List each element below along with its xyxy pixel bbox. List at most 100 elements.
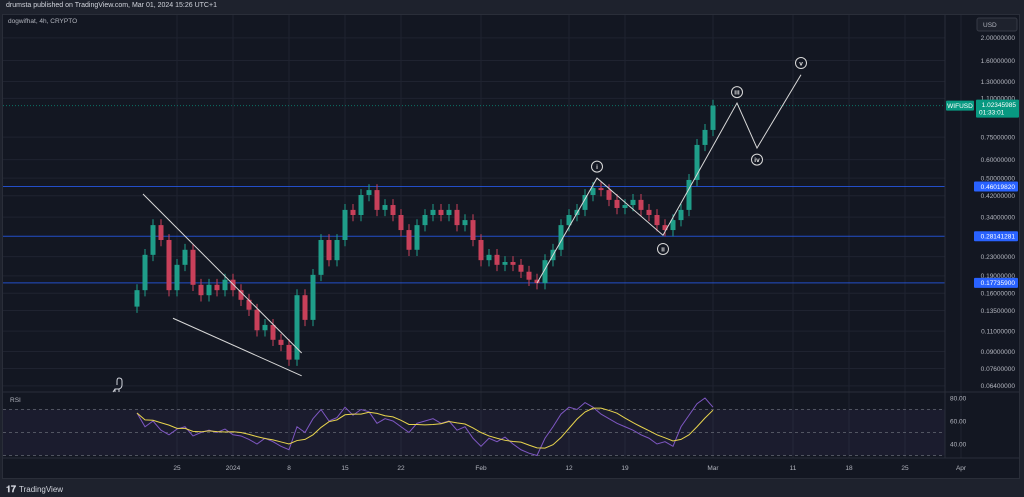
candle [142,254,148,291]
y-tick-label: 0.42000000 [981,193,1016,200]
candle [398,215,404,231]
wave-label-circle[interactable] [731,86,743,99]
candle [342,209,348,241]
candle [678,209,684,221]
wedge-trendline[interactable] [172,317,302,377]
y-tick-label: 1.10000000 [981,96,1016,103]
level-price-badge [974,181,1018,192]
y-tick-label: 0.06400000 [981,383,1016,390]
candle [630,199,636,206]
wave-label-circle[interactable] [795,57,807,70]
candle [358,194,364,216]
y-tick-label: 0.16000000 [981,291,1016,298]
current-price-badge [976,99,1019,118]
symbol-badge [946,100,974,111]
rsi-tick-label: 40.00 [950,441,967,448]
y-tick-label: 0.75000000 [981,134,1016,141]
candle [302,295,308,320]
x-tick-label: 12 [565,465,573,472]
chart-frame[interactable] [2,14,1020,479]
wave-label: ii [661,246,665,253]
symbol-legend[interactable]: dogwifhat, 4h, CRYPTO [8,18,77,25]
x-tick-label: 18 [845,465,853,472]
wedge-trendline[interactable] [142,193,303,354]
candle [222,279,228,291]
candle [278,339,284,345]
x-tick-label: 25 [173,465,181,472]
candle [390,205,396,216]
x-tick-label: 11 [790,465,797,472]
candle [622,205,628,208]
wave-label: i [596,164,598,171]
level-price-label: 0.17735900 [981,280,1016,287]
wave-label: iii [734,89,740,96]
x-tick-label: Mar [707,465,719,472]
rsi-line [136,397,714,457]
y-tick-label: 0.13500000 [981,308,1016,315]
y-tick-label: 0.11000000 [981,328,1015,335]
candle [334,240,340,261]
candle [294,295,300,360]
candle [214,284,220,291]
candle [558,225,564,250]
y-tick-label: 0.07600000 [981,366,1016,373]
y-tick-label: 0.19000000 [981,273,1016,280]
candle [662,225,668,231]
candle [438,209,444,216]
candle [198,284,204,296]
candle [150,225,156,255]
axes: 25 2024 8 15 22 Feb 12 19 Mar 11 18 25 Apr 2.00000000… [3,15,1019,472]
y-tick-label: 0.34000000 [981,214,1016,221]
currency-button[interactable] [976,17,1018,32]
candle [598,188,604,191]
candle [206,284,212,296]
candles [134,99,716,366]
candle [158,225,164,241]
candle [286,344,292,360]
rsi-ma-line [136,407,714,449]
candle [710,105,716,130]
candle [502,262,508,265]
candle [446,209,452,216]
candle [614,199,620,208]
candle [430,209,436,216]
x-tick-label: Feb [475,465,487,472]
x-tick-label: 8 [287,465,291,472]
candle [534,279,540,284]
y-tick-label: 2.00000000 [981,35,1016,42]
candle [694,144,700,180]
current-price-label: 1.02345985 [982,102,1017,109]
footer: 𝟏𝟕 TradingView [6,484,63,495]
candle [606,190,612,200]
candle [638,199,644,210]
wave-label-circle[interactable] [751,153,763,166]
candle [238,290,244,300]
elliott-wave-path[interactable] [536,74,802,284]
footer-brand: TradingView [19,485,64,494]
wave-label-circle[interactable] [591,160,603,173]
y-tick-label: 1.30000000 [981,79,1016,86]
currency-label: USD [983,22,997,29]
candle [582,194,588,210]
candle [590,188,596,195]
wave-label-circle[interactable] [657,242,669,255]
rsi-label[interactable]: RSI [10,397,21,404]
candle [478,240,484,261]
candle [382,205,388,210]
candle [350,209,356,216]
candle [526,271,532,280]
tradingview-logo-icon: 𝟏𝟕 [6,484,17,494]
bar-countdown-label: 01:33:01 [979,110,1005,117]
x-tick-label: 19 [621,465,629,472]
candle [686,179,692,210]
candle [470,220,476,241]
symbol-badge-label: WIFUSD [947,103,973,110]
candle [182,249,188,265]
candle [422,215,428,226]
candle [414,225,420,250]
candle [494,254,500,265]
candle [454,209,460,226]
level-price-label: 0.46019820 [981,184,1016,191]
